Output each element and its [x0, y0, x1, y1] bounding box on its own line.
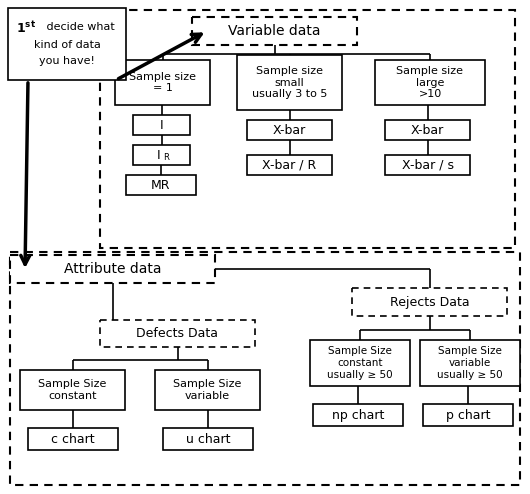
- Text: Sample Size
variable
usually ≥ 50: Sample Size variable usually ≥ 50: [437, 346, 503, 379]
- Text: Sample Size
variable: Sample Size variable: [173, 379, 242, 401]
- Text: Sample size
small
usually 3 to 5: Sample size small usually 3 to 5: [252, 66, 327, 99]
- Bar: [420, 340, 520, 386]
- Text: X-bar: X-bar: [411, 124, 444, 136]
- Text: Rejects Data: Rejects Data: [390, 295, 469, 308]
- Text: p chart: p chart: [446, 409, 490, 421]
- Bar: [247, 120, 332, 140]
- Bar: [192, 17, 357, 45]
- Text: $\mathbf{1^{st}}$: $\mathbf{1^{st}}$: [16, 20, 36, 36]
- Bar: [163, 428, 253, 450]
- Bar: [115, 60, 210, 105]
- Bar: [28, 428, 118, 450]
- Text: MR: MR: [151, 178, 171, 192]
- Bar: [313, 404, 403, 426]
- Bar: [385, 155, 470, 175]
- Bar: [100, 10, 515, 248]
- Text: Sample Size
constant
usually ≥ 50: Sample Size constant usually ≥ 50: [327, 346, 393, 379]
- Text: Defects Data: Defects Data: [137, 327, 218, 340]
- Bar: [20, 370, 125, 410]
- Bar: [133, 115, 190, 135]
- Text: I: I: [157, 149, 160, 162]
- Bar: [375, 60, 485, 105]
- Bar: [423, 404, 513, 426]
- Bar: [133, 145, 190, 165]
- Bar: [8, 8, 126, 80]
- Bar: [385, 120, 470, 140]
- Bar: [237, 55, 342, 110]
- Bar: [155, 370, 260, 410]
- Bar: [352, 288, 507, 316]
- Bar: [310, 340, 410, 386]
- Text: c chart: c chart: [51, 433, 95, 446]
- Text: Sample size
large
>10: Sample size large >10: [396, 66, 464, 99]
- Text: kind of data: kind of data: [33, 40, 101, 50]
- Text: Sample Size
constant: Sample Size constant: [38, 379, 107, 401]
- Text: u chart: u chart: [186, 433, 230, 446]
- Bar: [126, 175, 196, 195]
- Text: Attribute data: Attribute data: [64, 262, 161, 276]
- Text: X-bar / R: X-bar / R: [262, 159, 316, 171]
- Text: Variable data: Variable data: [228, 24, 321, 38]
- Text: R: R: [164, 153, 170, 162]
- Text: Sample size
= 1: Sample size = 1: [129, 72, 196, 93]
- Text: X-bar: X-bar: [273, 124, 306, 136]
- Text: np chart: np chart: [332, 409, 384, 421]
- Text: I: I: [160, 119, 163, 131]
- Bar: [247, 155, 332, 175]
- Text: X-bar / s: X-bar / s: [402, 159, 454, 171]
- Text: you have!: you have!: [39, 56, 95, 66]
- Bar: [10, 255, 215, 283]
- Bar: [100, 320, 255, 347]
- Bar: [10, 252, 520, 485]
- Text: decide what: decide what: [43, 22, 115, 32]
